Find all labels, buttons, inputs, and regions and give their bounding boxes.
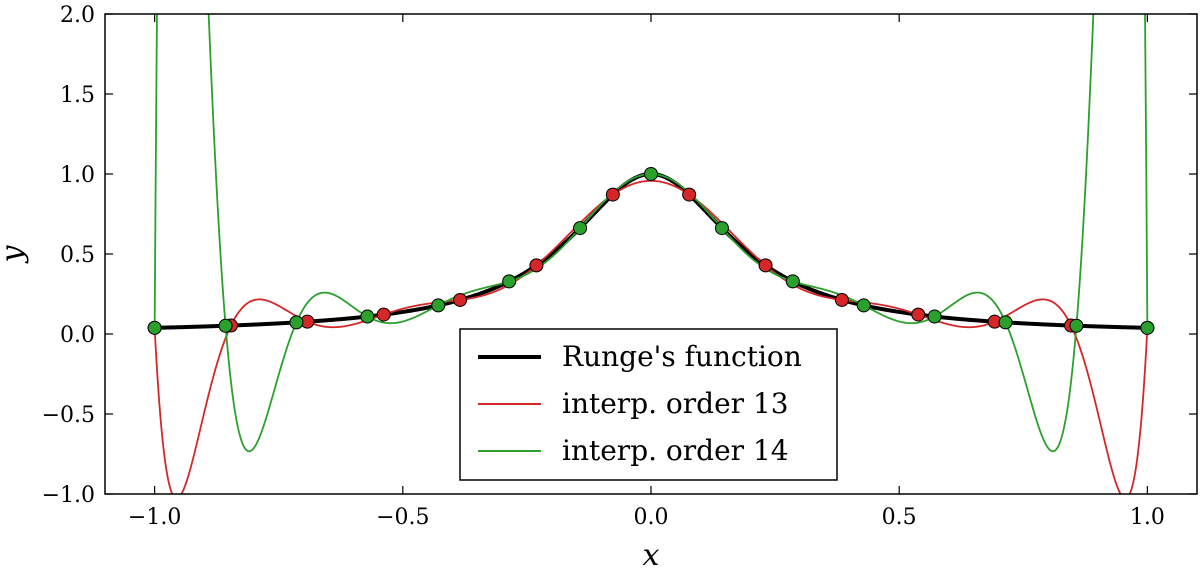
data-point-order-14	[927, 309, 942, 324]
x-tick-label: −1.0	[128, 505, 181, 530]
data-point-order-14	[714, 221, 729, 236]
y-axis-label: y	[0, 244, 30, 264]
legend-label-order-13: interp. order 13	[562, 387, 789, 420]
plot-markers	[147, 167, 1155, 335]
data-point-order-13	[605, 187, 620, 202]
y-tick-label: 0.0	[60, 323, 95, 348]
data-point-order-13	[529, 258, 544, 273]
y-tick-label: −0.5	[42, 403, 95, 428]
data-point-order-13	[682, 187, 697, 202]
x-tick-label: 0.0	[634, 505, 669, 530]
legend: Runge's function interp. order 13 interp…	[459, 328, 838, 481]
y-tick-label: 1.0	[60, 163, 95, 188]
data-point-order-13	[453, 292, 468, 307]
x-axis-label: x	[643, 538, 660, 571]
data-point-order-14	[1069, 318, 1084, 333]
data-point-order-14	[218, 318, 233, 333]
series-line-runge	[154, 171, 1148, 330]
y-tick-label: 1.5	[60, 83, 95, 108]
data-point-order-14	[856, 298, 871, 313]
data-point-order-13	[834, 292, 849, 307]
data-point-order-13	[376, 307, 391, 322]
data-point-order-14	[573, 221, 588, 236]
data-point-order-13	[911, 307, 926, 322]
y-tick-label: −1.0	[42, 483, 95, 508]
x-tick-label: 0.5	[882, 505, 917, 530]
data-point-order-14	[1140, 320, 1155, 335]
data-point-order-14	[289, 315, 304, 330]
data-point-order-14	[431, 298, 446, 313]
data-point-order-13	[758, 258, 773, 273]
legend-label-order-14: interp. order 14	[562, 434, 789, 467]
y-tick-label: 0.5	[60, 243, 95, 268]
y-tick-label: 2.0	[60, 3, 95, 28]
axes: −1.0 −0.5 0.0 0.5 1.0 −1.0 −0.5 0.0 0.5 1.0 1.5 2.0	[42, 3, 1197, 530]
legend-label-runge: Runge's function	[562, 340, 802, 373]
x-tick-label: −0.5	[376, 505, 429, 530]
data-point-order-14	[147, 320, 162, 335]
data-point-order-14	[360, 309, 375, 324]
x-tick-label: 1.0	[1130, 505, 1165, 530]
data-point-order-14	[644, 167, 658, 181]
data-point-order-14	[998, 315, 1013, 330]
data-point-order-14	[785, 274, 800, 289]
data-point-order-14	[502, 274, 517, 289]
